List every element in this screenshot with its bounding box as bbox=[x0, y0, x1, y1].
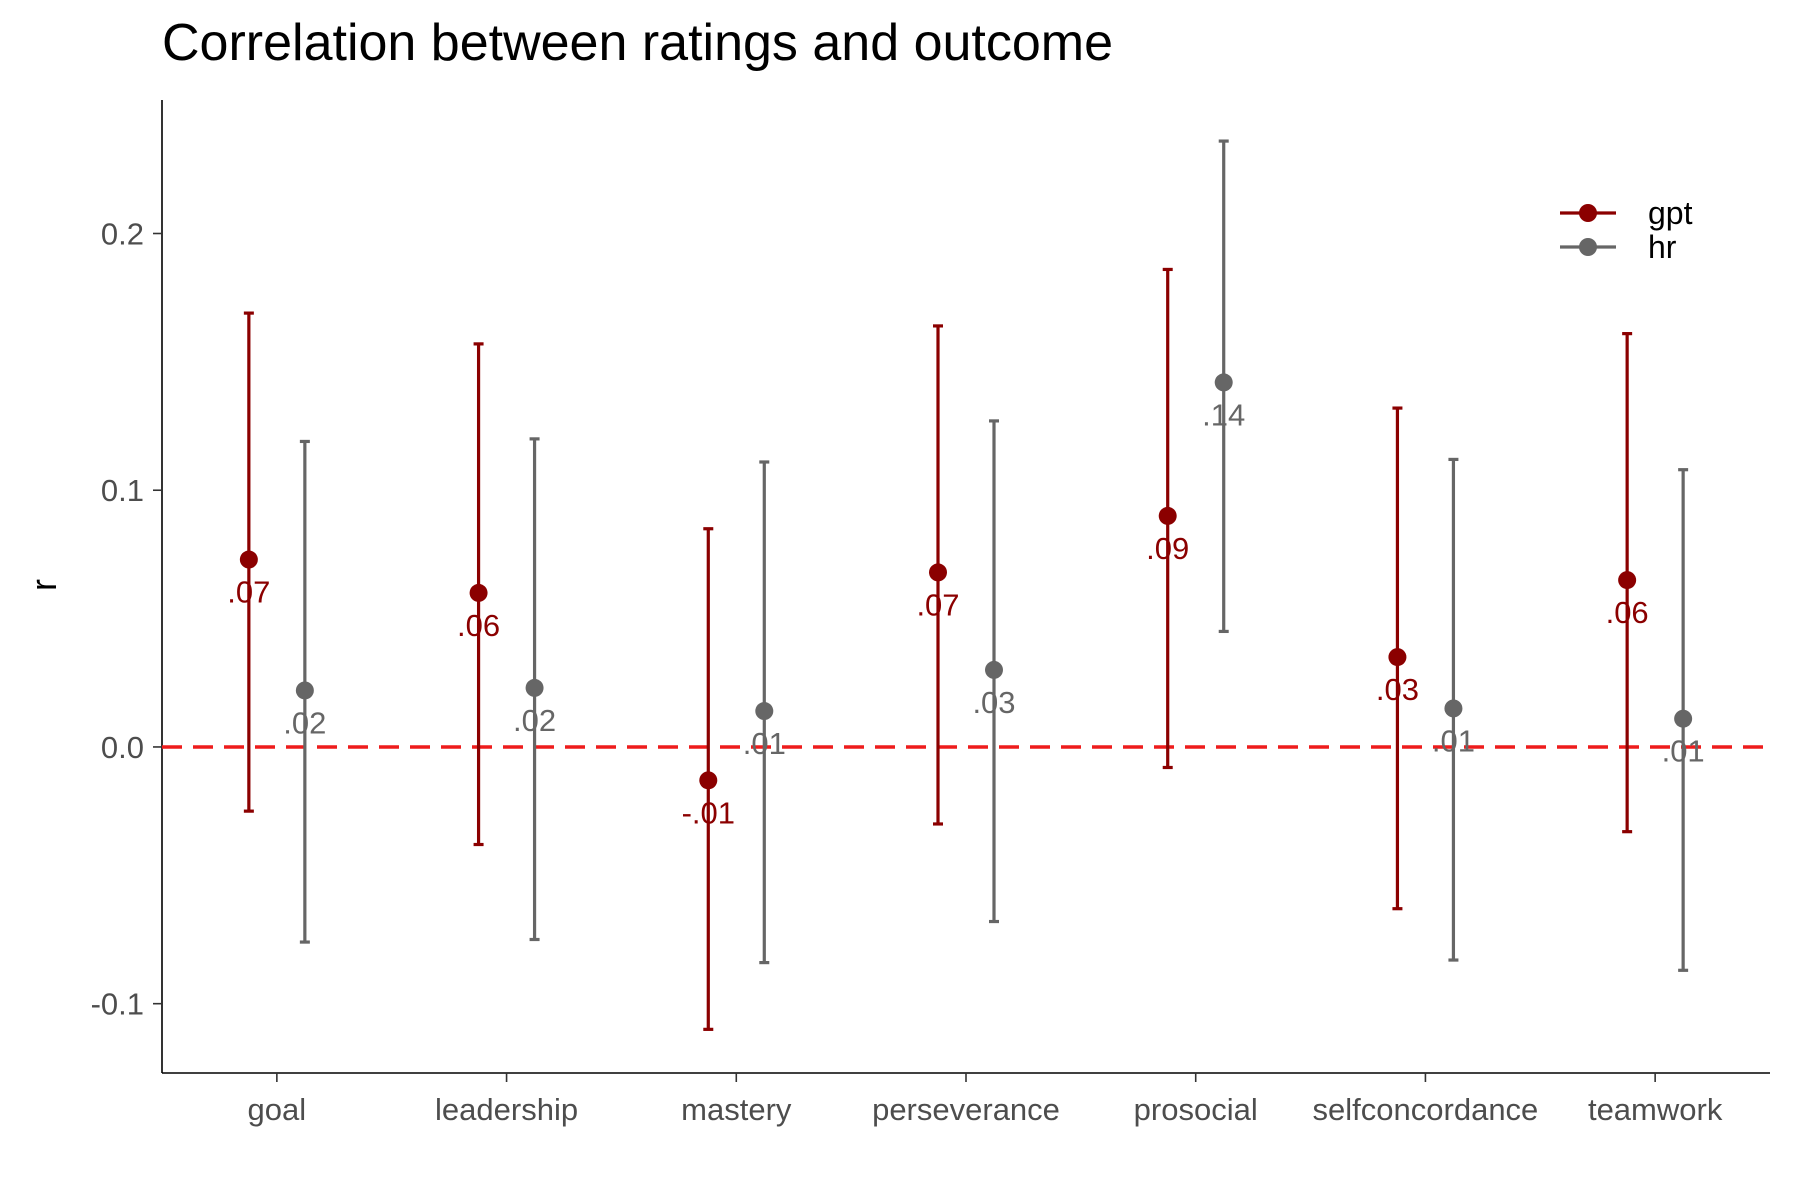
x-tick-label: selfconcordance bbox=[1313, 1092, 1539, 1127]
data-label: .02 bbox=[513, 703, 556, 738]
data-label: .06 bbox=[1606, 595, 1649, 630]
axes-layer: -0.1 0.0 0.1 0.2 goal leadership mastery persev… bbox=[91, 100, 1770, 1127]
data-label: .03 bbox=[972, 685, 1015, 720]
data-label: .02 bbox=[283, 705, 326, 740]
data-point bbox=[1444, 699, 1463, 718]
x-tick-label: prosocial bbox=[1134, 1092, 1258, 1127]
data-label: .14 bbox=[1202, 397, 1245, 432]
series-hr: .02 .02 .01 .03 .14 .01 .01 bbox=[283, 139, 1705, 972]
data-label: .07 bbox=[916, 587, 959, 622]
data-label: .06 bbox=[457, 608, 500, 643]
legend-label: gpt bbox=[1648, 195, 1693, 231]
y-tick-label: 0.1 bbox=[101, 473, 144, 508]
x-tick-label: leadership bbox=[435, 1092, 578, 1127]
legend-key-point bbox=[1579, 204, 1597, 222]
data-point bbox=[1158, 506, 1177, 525]
data-point bbox=[295, 681, 314, 700]
x-tick-label: perseverance bbox=[872, 1092, 1060, 1127]
x-tick-label: goal bbox=[248, 1092, 307, 1127]
legend-key-point bbox=[1579, 238, 1597, 256]
data-label: -.01 bbox=[682, 795, 735, 830]
data-point bbox=[1388, 648, 1407, 667]
data-label: .09 bbox=[1146, 531, 1189, 566]
data-point bbox=[929, 563, 947, 582]
data-point bbox=[1618, 571, 1637, 590]
data-label: .07 bbox=[227, 575, 270, 610]
x-tick-label: mastery bbox=[681, 1092, 792, 1127]
data-point bbox=[699, 771, 718, 790]
y-tick-label: 0.0 bbox=[101, 730, 144, 765]
data-label: .01 bbox=[1432, 723, 1475, 758]
data-point bbox=[755, 702, 774, 721]
data-point bbox=[469, 583, 488, 602]
data-point bbox=[1214, 373, 1233, 392]
data-point bbox=[525, 678, 544, 697]
marks-layer: .07 .06 -.01 .07 .09 .03 .06 .02 .02 .01 .03 .14 .01… bbox=[162, 139, 1770, 1031]
y-tick-label: 0.2 bbox=[101, 216, 144, 251]
y-axis-title: r bbox=[23, 579, 64, 591]
data-label: .03 bbox=[1376, 672, 1419, 707]
data-label: .01 bbox=[1662, 734, 1705, 769]
data-point bbox=[1674, 709, 1693, 728]
data-point bbox=[239, 550, 258, 569]
data-label: .01 bbox=[743, 726, 786, 761]
y-tick-label: -0.1 bbox=[91, 987, 144, 1022]
legend-label: hr bbox=[1648, 229, 1677, 265]
series-gpt: .07 .06 -.01 .07 .09 .03 .06 bbox=[227, 267, 1649, 1031]
chart-title: Correlation between ratings and outcome bbox=[162, 14, 1113, 72]
data-point bbox=[985, 660, 1003, 679]
x-tick-label: teamwork bbox=[1588, 1092, 1723, 1127]
